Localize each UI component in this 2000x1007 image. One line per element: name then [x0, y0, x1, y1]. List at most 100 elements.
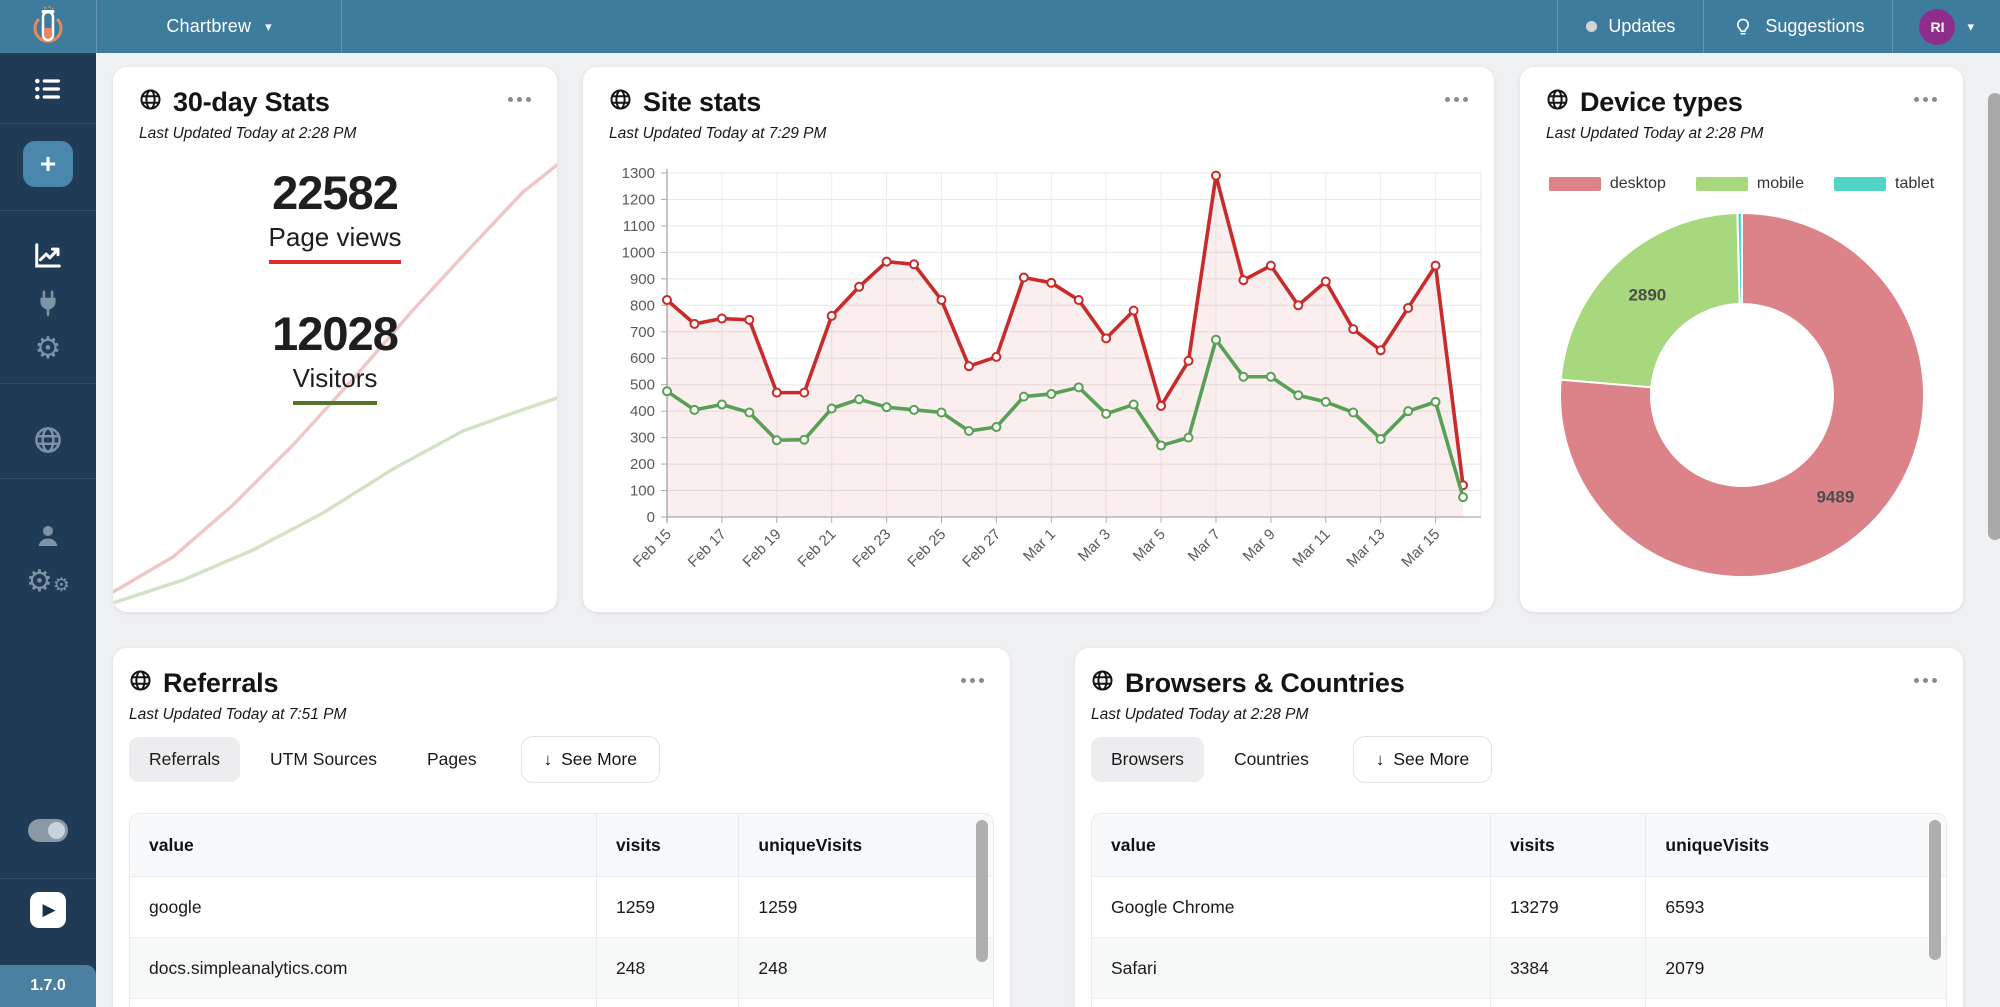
site-stats-line-chart[interactable]: 0100200300400500600700800900100011001200… — [583, 165, 1494, 612]
sidebar-item-public-dashboard[interactable] — [0, 425, 96, 455]
gears-icon: ⚙⚙ — [26, 567, 70, 597]
svg-text:Mar 15: Mar 15 — [1398, 526, 1443, 571]
svg-text:Mar 11: Mar 11 — [1289, 526, 1333, 570]
card-device-types: Device types Last Updated Today at 2:28 … — [1520, 67, 1963, 612]
svg-text:2890: 2890 — [1628, 286, 1666, 305]
card-menu-button[interactable] — [961, 678, 984, 683]
chartbrew-dashboard: Chartbrew ▾ Updates Suggestions RI ▾ — [0, 0, 2000, 1007]
tab-countries[interactable]: Countries — [1214, 737, 1329, 782]
see-more-button[interactable]: ↓ See More — [521, 736, 660, 783]
updates-dot-icon — [1586, 21, 1597, 32]
suggestions-button[interactable]: Suggestions — [1704, 0, 1892, 53]
tab-utm-sources[interactable]: UTM Sources — [250, 737, 397, 782]
legend-item[interactable]: mobile — [1696, 175, 1804, 193]
tabs-group: BrowsersCountries — [1091, 737, 1329, 782]
legend-label: mobile — [1757, 175, 1804, 193]
card-header: Device types Last Updated Today at 2:28 … — [1546, 87, 1903, 143]
sidebar-item-dashboards[interactable] — [0, 73, 96, 105]
last-updated: Last Updated Today at 7:29 PM — [609, 125, 1434, 143]
svg-text:900: 900 — [630, 271, 655, 288]
see-more-label: See More — [1393, 749, 1469, 770]
table-row: docs.simpleanalytics.com248248 — [130, 937, 993, 998]
svg-text:Feb 21: Feb 21 — [794, 526, 839, 571]
table-cell: 6593 — [1645, 877, 1946, 937]
tab-browsers[interactable]: Browsers — [1091, 737, 1204, 782]
card-menu-button[interactable] — [1914, 97, 1937, 102]
svg-text:Feb 23: Feb 23 — [849, 526, 894, 571]
brand-name: Chartbrew — [166, 16, 251, 37]
svg-text:1200: 1200 — [622, 191, 655, 208]
see-more-button[interactable]: ↓ See More — [1353, 736, 1492, 783]
svg-text:0: 0 — [647, 509, 655, 526]
svg-text:300: 300 — [630, 430, 655, 447]
sidebar-item-charts[interactable] — [0, 241, 96, 271]
table-cell: Google Chrome — [1092, 877, 1490, 937]
sidebar-item-team-settings[interactable]: ⚙⚙ — [0, 567, 96, 597]
card-menu-button[interactable] — [1914, 678, 1937, 683]
sidebar-divider — [0, 383, 96, 384]
svg-text:Mar 3: Mar 3 — [1075, 526, 1114, 565]
theme-toggle[interactable] — [0, 819, 96, 842]
svg-text:Feb 19: Feb 19 — [740, 526, 785, 571]
svg-text:Feb 25: Feb 25 — [904, 526, 949, 571]
table-scrollbar[interactable] — [1929, 820, 1941, 960]
updates-label: Updates — [1608, 16, 1675, 37]
updates-button[interactable]: Updates — [1558, 0, 1703, 53]
svg-text:Mar 9: Mar 9 — [1240, 526, 1279, 565]
expand-sidebar-button[interactable]: ▶ — [0, 892, 96, 928]
lightbulb-icon — [1732, 16, 1754, 38]
team-selector[interactable]: Chartbrew ▾ — [97, 0, 341, 53]
list-icon — [32, 73, 64, 105]
sidebar-item-connections[interactable] — [0, 289, 96, 317]
table-cell: visits — [1490, 814, 1645, 876]
table-row: google12591259 — [130, 876, 993, 937]
device-types-donut-chart[interactable]: 94892890 — [1520, 200, 1963, 600]
see-more-label: See More — [561, 749, 637, 770]
dataset-tabs: BrowsersCountries ↓ See More — [1091, 736, 1492, 783]
legend-swatch — [1696, 177, 1748, 191]
svg-text:Mar 7: Mar 7 — [1185, 526, 1224, 565]
legend-item[interactable]: tablet — [1834, 175, 1934, 193]
table-cell: Safari — [1092, 938, 1490, 998]
table-cell: 2079 — [1645, 938, 1946, 998]
arrow-down-icon: ↓ — [544, 750, 553, 770]
svg-text:600: 600 — [630, 350, 655, 367]
svg-text:400: 400 — [630, 403, 655, 420]
table-cell — [130, 999, 596, 1007]
chevron-down-icon: ▾ — [1967, 19, 1974, 35]
card-title: Device types — [1580, 87, 1743, 118]
card-title: Referrals — [163, 668, 278, 699]
legend-item[interactable]: desktop — [1549, 175, 1666, 193]
flask-logo-icon — [28, 6, 68, 48]
table-row-partial — [130, 998, 993, 1007]
sidebar-item-settings[interactable]: ⚙ — [0, 334, 96, 364]
page-scrollbar[interactable] — [1988, 93, 2000, 540]
card-browsers-countries: Browsers & Countries Last Updated Today … — [1075, 648, 1963, 1007]
version-badge: 1.7.0 — [0, 965, 96, 1007]
tab-referrals[interactable]: Referrals — [129, 737, 240, 782]
card-menu-button[interactable] — [1445, 97, 1468, 102]
svg-text:Mar 5: Mar 5 — [1130, 526, 1169, 565]
add-chart-button[interactable]: + — [0, 141, 96, 187]
table-cell: uniqueVisits — [738, 814, 993, 876]
avatar[interactable]: RI — [1919, 9, 1955, 45]
table-cell — [1645, 999, 1946, 1007]
table-scrollbar[interactable] — [976, 820, 988, 962]
last-updated: Last Updated Today at 2:28 PM — [1091, 706, 1903, 724]
table-cell: value — [1092, 814, 1490, 876]
sidebar-item-team-members[interactable] — [0, 521, 96, 551]
dataset-tabs: ReferralsUTM SourcesPages ↓ See More — [129, 736, 660, 783]
user-menu[interactable]: RI ▾ — [1893, 0, 2000, 53]
kpi-value: 22582 — [272, 165, 398, 220]
card-header: Browsers & Countries Last Updated Today … — [1091, 668, 1903, 724]
table-cell: 13279 — [1490, 877, 1645, 937]
toggle-switch[interactable] — [28, 819, 68, 842]
last-updated: Last Updated Today at 7:51 PM — [129, 706, 950, 724]
svg-text:Feb 17: Feb 17 — [685, 526, 730, 571]
chartbrew-logo[interactable] — [0, 0, 96, 53]
kpi-label: Page views — [269, 222, 402, 264]
card-header: Referrals Last Updated Today at 7:51 PM — [129, 668, 950, 724]
svg-text:Mar 1: Mar 1 — [1020, 526, 1059, 565]
svg-text:Feb 27: Feb 27 — [959, 526, 1004, 571]
tab-pages[interactable]: Pages — [407, 737, 497, 782]
